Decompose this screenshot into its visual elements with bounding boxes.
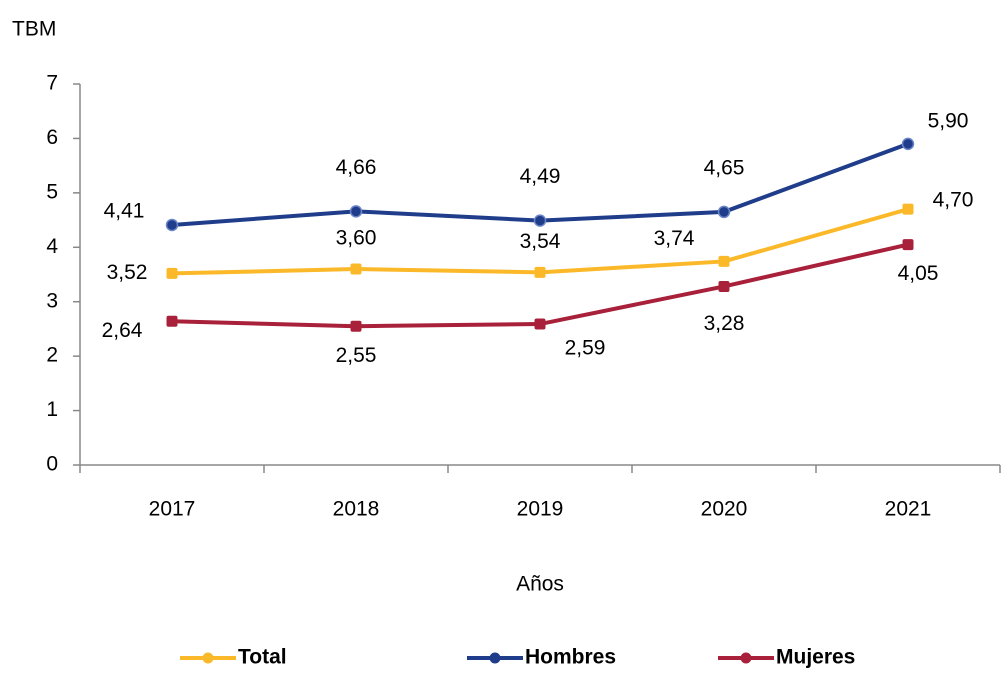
data-label: 4,65	[704, 156, 745, 179]
data-label: 4,41	[104, 200, 145, 223]
y-tick-label: 7	[46, 72, 58, 95]
y-tick-label: 5	[46, 180, 58, 203]
series-line	[171, 242, 909, 329]
legend-marker	[740, 652, 752, 664]
data-label: 4,70	[933, 189, 974, 212]
data-label: 2,64	[102, 319, 143, 342]
x-tick-label: 2017	[149, 498, 196, 521]
y-tick-label: 6	[46, 126, 58, 149]
data-label: 4,49	[520, 165, 561, 188]
marker	[534, 266, 546, 278]
data-label: 5,90	[928, 109, 969, 132]
x-axis-title: Años	[516, 573, 564, 596]
marker	[349, 205, 363, 218]
y-tick-label: 1	[46, 398, 58, 421]
data-label: 3,60	[336, 227, 377, 250]
legend-label: Mujeres	[776, 646, 855, 669]
legend-label: Total	[238, 646, 287, 669]
marker	[533, 214, 547, 227]
legend-marker	[202, 652, 214, 664]
y-axis-title: TBM	[12, 18, 56, 41]
marker	[534, 318, 546, 330]
data-label: 2,55	[336, 344, 377, 367]
legend-label: Hombres	[525, 646, 616, 669]
data-label: 3,74	[654, 227, 695, 250]
marker	[902, 203, 914, 215]
marker	[901, 137, 915, 151]
x-tick-label: 2019	[517, 498, 564, 521]
marker	[717, 205, 731, 219]
marker	[902, 239, 914, 251]
y-tick-label: 2	[46, 344, 58, 367]
x-tick-label: 2021	[885, 498, 932, 521]
data-label: 2,59	[565, 337, 606, 360]
marker	[718, 280, 730, 292]
y-tick-label: 3	[46, 289, 58, 312]
x-tick-label: 2020	[701, 498, 748, 521]
marker	[350, 320, 362, 332]
data-label: 4,66	[336, 156, 377, 179]
data-label: 4,05	[898, 262, 939, 285]
y-tick-label: 0	[46, 453, 58, 476]
data-label: 3,52	[107, 261, 148, 284]
marker	[718, 255, 730, 267]
legend-marker	[489, 652, 501, 664]
marker	[166, 315, 178, 327]
data-label: 3,54	[520, 230, 561, 253]
marker	[166, 267, 178, 279]
marker	[165, 218, 179, 232]
x-tick-label: 2018	[333, 498, 380, 521]
marker	[350, 263, 362, 275]
y-tick-label: 4	[46, 235, 58, 258]
data-label: 3,28	[704, 312, 745, 335]
